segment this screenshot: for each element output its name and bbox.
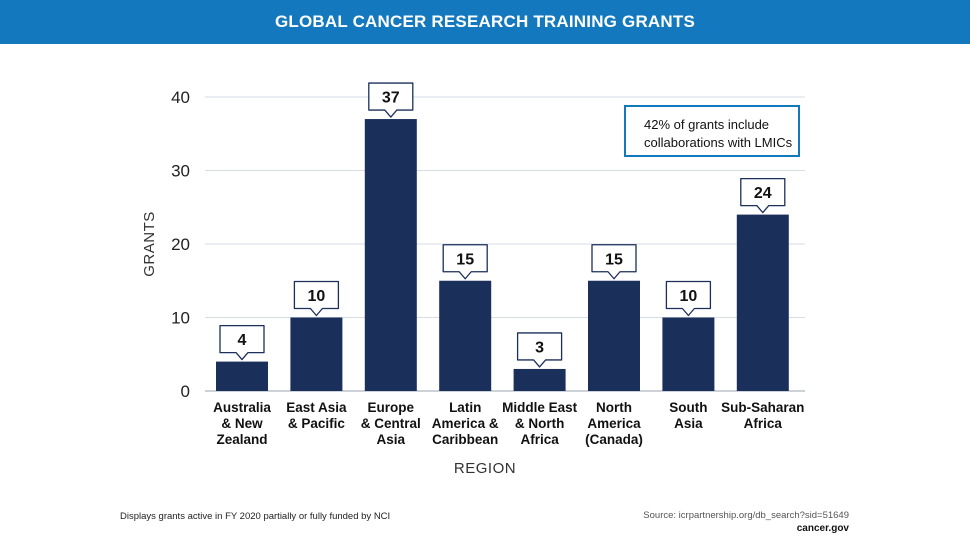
data-label: 3	[535, 339, 544, 356]
bar	[588, 280, 640, 391]
y-axis-title: GRANTS	[141, 211, 158, 277]
x-tick-label: Middle East	[502, 400, 578, 415]
bar	[513, 368, 566, 391]
data-label: 10	[680, 288, 698, 305]
x-tick-label: Europe	[368, 400, 415, 415]
bar	[736, 214, 789, 391]
bar	[216, 361, 268, 391]
y-tick-label: 10	[171, 309, 190, 328]
x-tick-label: (Canada)	[585, 432, 643, 447]
data-label: 37	[382, 90, 400, 107]
source-note: Source: icrpartnership.org/db_search?sid…	[643, 510, 849, 521]
y-tick-label: 0	[181, 382, 190, 401]
bar	[290, 317, 343, 391]
chart-title-banner: GLOBAL CANCER RESEARCH TRAINING GRANTS	[0, 0, 970, 44]
y-tick-label: 20	[171, 235, 190, 254]
data-label-box	[591, 244, 637, 280]
x-tick-label: Africa	[744, 416, 783, 431]
x-tick-label: America	[587, 416, 641, 431]
x-tick-label: Caribbean	[432, 432, 498, 447]
x-tick-label: East Asia	[286, 400, 347, 415]
x-tick-label: Sub-Saharan	[721, 400, 804, 415]
x-tick-label: South	[669, 400, 707, 415]
data-label-box	[516, 332, 563, 368]
x-tick-label: Asia	[674, 416, 703, 431]
y-tick-label: 30	[171, 162, 190, 181]
data-label: 15	[605, 251, 623, 268]
data-label: 4	[238, 332, 247, 349]
x-tick-label: & New	[221, 416, 263, 431]
bar	[662, 317, 715, 391]
x-axis-title: REGION	[454, 460, 516, 477]
data-label: 24	[754, 185, 772, 202]
callout-box: 42% of grants include collaborations wit…	[624, 105, 800, 157]
x-tick-label: & North	[515, 416, 565, 431]
data-label-box	[368, 82, 414, 118]
bar	[364, 119, 417, 392]
brand-label: cancer.gov	[796, 523, 849, 534]
data-label-box	[442, 244, 488, 280]
x-tick-label: America &	[432, 416, 499, 431]
bar	[439, 280, 492, 391]
x-tick-label: Asia	[377, 432, 406, 447]
data-label-box	[740, 177, 786, 214]
x-tick-label: North	[596, 400, 632, 415]
x-tick-label: Africa	[520, 432, 559, 447]
chart-title: GLOBAL CANCER RESEARCH TRAINING GRANTS	[274, 12, 696, 31]
data-label: 15	[456, 251, 474, 268]
data-label-box	[665, 280, 712, 317]
data-label-box	[293, 280, 340, 317]
callout-text: 42% of grants include collaborations wit…	[644, 117, 793, 150]
data-label-box	[219, 324, 265, 361]
x-tick-label: Latin	[449, 400, 481, 415]
x-tick-label: & Central	[361, 416, 421, 431]
y-tick-label: 40	[171, 88, 190, 107]
footnote: Displays grants active in FY 2020 partia…	[120, 511, 391, 522]
x-tick-label: & Pacific	[288, 416, 346, 431]
data-label: 10	[308, 288, 326, 305]
x-tick-label: Zealand	[216, 432, 267, 447]
x-tick-label: Australia	[213, 400, 271, 415]
